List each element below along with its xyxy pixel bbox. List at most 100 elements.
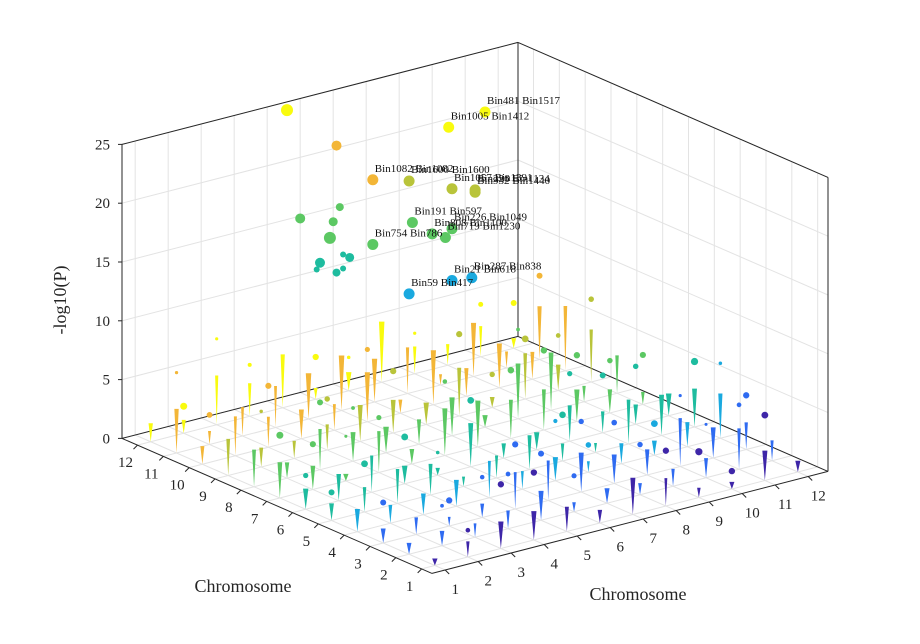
data-stem	[457, 367, 462, 416]
data-point	[331, 140, 342, 151]
grid-line	[399, 366, 710, 503]
data-point-small	[303, 472, 309, 479]
data-stem	[398, 399, 403, 414]
point-label: Bin287 Bin838	[474, 261, 542, 273]
grid-line	[369, 443, 767, 547]
back-floor-edge	[121, 335, 519, 439]
data-stem	[208, 431, 212, 445]
x-tick-mark	[741, 493, 747, 498]
data-stem	[248, 383, 252, 417]
y-tick-label: 3	[354, 556, 362, 572]
data-stem	[560, 443, 565, 461]
data-point-small	[536, 272, 543, 279]
data-point-small	[479, 474, 485, 480]
y-tick-label: 1	[406, 579, 414, 595]
data-point-small	[695, 448, 703, 456]
data-point-labeled	[466, 272, 478, 284]
data-stem	[274, 386, 277, 428]
y-tick-label: 8	[225, 500, 233, 516]
data-point	[328, 217, 338, 227]
x-tick-label: 10	[745, 506, 760, 522]
data-point	[332, 268, 341, 277]
data-stem	[364, 372, 370, 422]
x-tick-mark	[510, 552, 516, 558]
x-axis-line	[431, 470, 829, 574]
grid-line	[344, 432, 741, 536]
data-stem	[586, 461, 590, 473]
point-label: Bin932 Bin1440	[477, 175, 551, 187]
data-stem	[468, 423, 474, 467]
data-stem	[630, 477, 636, 515]
data-stem	[541, 389, 546, 430]
grid-line	[333, 383, 644, 520]
point-label: Bin1057 Bin1391	[454, 172, 533, 184]
data-stem	[405, 347, 410, 394]
data-stem	[508, 399, 513, 439]
data-point-small	[540, 347, 548, 354]
data-stem	[378, 321, 385, 383]
y-tick-mark	[158, 456, 164, 461]
data-stems	[148, 272, 801, 566]
data-point-labeled	[403, 288, 415, 300]
data-stem	[430, 350, 436, 405]
data-point-small	[180, 402, 188, 410]
data-stem	[574, 389, 580, 422]
data-stem	[496, 343, 502, 388]
data-stem	[762, 450, 768, 481]
grid-line	[266, 398, 663, 502]
x-tick-mark	[774, 484, 780, 490]
data-point-small	[728, 467, 736, 475]
axis-titles: Chromosome Chromosome -log10(P)	[50, 266, 687, 605]
data-stem	[439, 374, 443, 385]
data-stem	[298, 409, 304, 439]
data-point-small	[588, 296, 594, 302]
data-stem	[548, 352, 554, 411]
data-stem	[597, 509, 603, 523]
x-tick-label: 9	[715, 514, 723, 530]
data-stem	[534, 432, 540, 450]
data-stem	[461, 476, 466, 487]
data-stem	[442, 408, 448, 456]
data-stem	[505, 351, 509, 368]
data-point-small	[639, 351, 646, 359]
data-point-labeled	[443, 121, 455, 133]
data-stem	[567, 405, 572, 442]
z-tick-label: 20	[95, 196, 110, 212]
grid-line	[267, 400, 578, 537]
data-point	[281, 104, 293, 117]
data-stem	[259, 447, 264, 467]
y-tick-label: 5	[303, 534, 311, 550]
data-point-small	[317, 399, 324, 406]
data-stem	[313, 388, 318, 400]
data-stem	[435, 467, 440, 476]
grid-line	[517, 100, 829, 237]
data-stem	[338, 355, 345, 411]
data-point-small	[571, 473, 577, 479]
data-stem	[343, 473, 349, 481]
data-point-small	[690, 357, 699, 366]
data-point-small	[567, 371, 573, 377]
data-point-small	[174, 371, 179, 375]
data-stem	[332, 404, 336, 431]
data-point-small	[413, 331, 417, 335]
point-label: Bin808 Bin1100	[434, 217, 507, 229]
data-stem	[531, 511, 537, 540]
data-stem	[148, 423, 153, 442]
x-tick-mark	[807, 476, 813, 481]
data-stem	[651, 440, 657, 456]
point-label: Bin481 Bin1517	[487, 95, 561, 107]
data-point-small	[650, 420, 658, 428]
point-label: Bin191 Bin597	[414, 205, 482, 217]
data-stem	[633, 404, 638, 425]
data-point-small	[505, 471, 511, 477]
data-stem	[530, 351, 535, 380]
data-stem	[664, 478, 668, 506]
data-points	[281, 104, 491, 300]
data-point-labeled	[406, 216, 418, 228]
grid-line	[121, 159, 519, 263]
data-point-labeled	[446, 183, 458, 195]
y-tick-mark	[417, 568, 423, 574]
data-point-small	[309, 441, 316, 448]
grid-line	[168, 426, 479, 562]
